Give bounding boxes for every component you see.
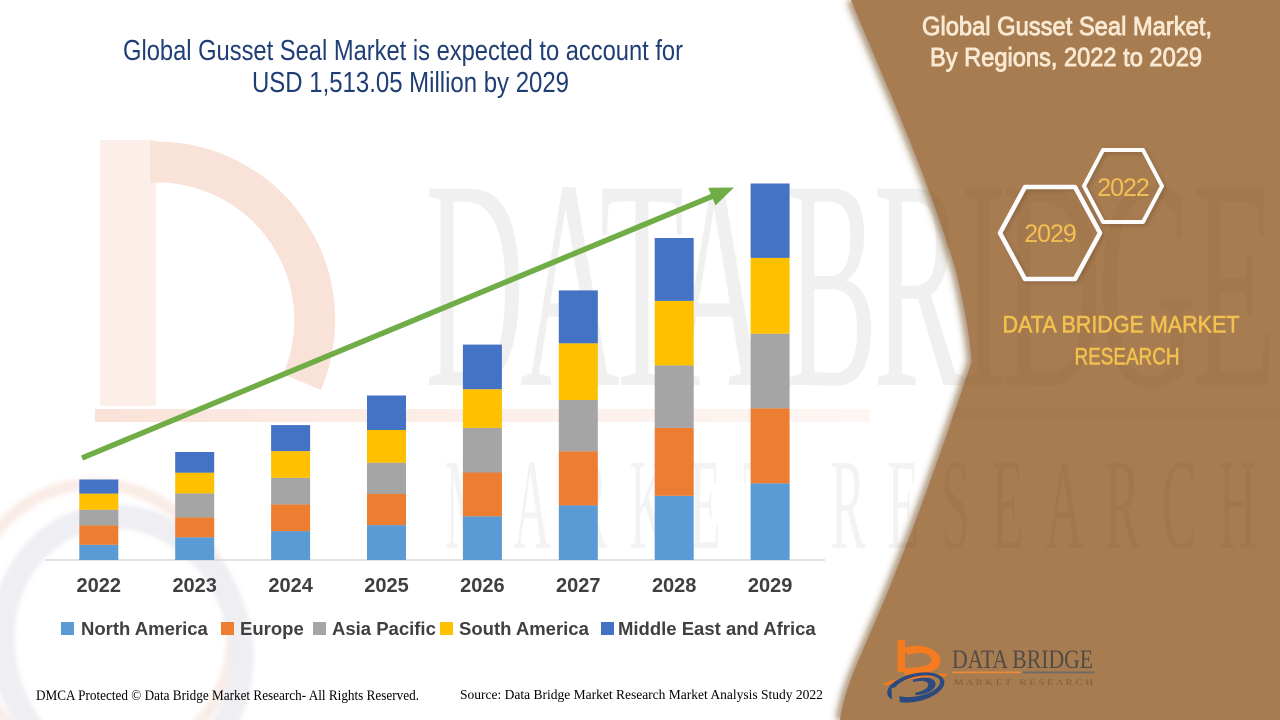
svg-text:Europe: Europe: [240, 618, 304, 639]
svg-text:M A R K E T R E S E A R C H: M A R K E T R E S E A R C H: [954, 678, 1093, 687]
svg-text:North America: North America: [81, 618, 209, 639]
svg-text:2022: 2022: [1097, 174, 1149, 202]
svg-text:2026: 2026: [460, 575, 505, 597]
svg-text:Global Gusset Seal Market,: Global Gusset Seal Market,: [922, 11, 1212, 41]
svg-text:DMCA Protected © Data Bridge M: DMCA Protected © Data Bridge Market Rese…: [36, 688, 419, 704]
svg-text:RESEARCH: RESEARCH: [1075, 344, 1180, 371]
svg-text:2024: 2024: [268, 575, 313, 597]
svg-text:2023: 2023: [172, 575, 217, 597]
svg-text:DATA BRIDGE MARKET: DATA BRIDGE MARKET: [1003, 312, 1240, 339]
svg-text:Middle East and Africa: Middle East and Africa: [618, 618, 816, 639]
svg-text:By Regions, 2022 to 2029: By Regions, 2022 to 2029: [930, 42, 1202, 72]
svg-text:2029: 2029: [748, 575, 793, 597]
svg-text:DATA BRIDGE: DATA BRIDGE: [952, 645, 1093, 674]
svg-text:2025: 2025: [364, 575, 409, 597]
svg-text:Source: Data Bridge Market Res: Source: Data Bridge Market Research Mark…: [460, 687, 823, 702]
svg-text:Global Gusset Seal Market is e: Global Gusset Seal Market is expected to…: [123, 35, 683, 67]
svg-text:2022: 2022: [77, 575, 122, 597]
svg-text:2027: 2027: [556, 575, 601, 597]
svg-text:2028: 2028: [652, 575, 697, 597]
svg-text:2029: 2029: [1024, 220, 1076, 248]
svg-text:South America: South America: [459, 618, 590, 639]
svg-text:Asia Pacific: Asia Pacific: [332, 618, 436, 639]
svg-text:USD 1,513.05 Million by 2029: USD 1,513.05 Million by 2029: [252, 67, 569, 99]
